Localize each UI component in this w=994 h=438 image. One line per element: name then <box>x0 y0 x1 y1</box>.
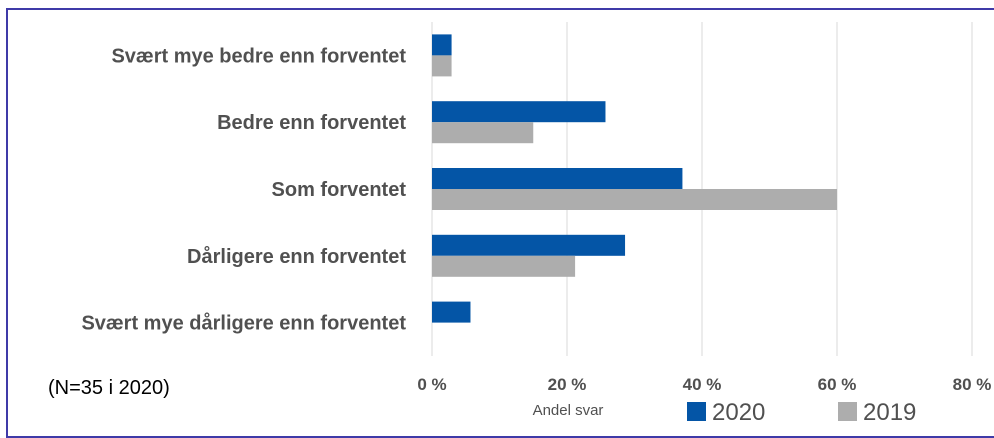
x-tick-label: 0 % <box>417 375 446 394</box>
x-tick-label: 60 % <box>818 375 857 394</box>
bar-2020 <box>432 101 606 123</box>
legend: 2020 2019 <box>687 399 916 426</box>
category-label: Svært mye bedre enn forventet <box>111 45 406 67</box>
bar-2019 <box>432 122 534 144</box>
category-label: Svært mye dårligere enn forventet <box>81 312 406 335</box>
bars <box>432 34 837 323</box>
bar-2019 <box>432 55 452 77</box>
bar-2020 <box>432 34 452 56</box>
x-tick-labels: 0 % 20 % 40 % 60 % 80 % <box>417 375 991 394</box>
x-tick-label: 20 % <box>548 375 587 394</box>
legend-swatch-2020 <box>687 402 706 421</box>
category-label: Bedre enn forventet <box>217 112 406 134</box>
category-label: Dårligere enn forventet <box>187 245 406 268</box>
x-tick-label: 40 % <box>683 375 722 394</box>
legend-swatch-2019 <box>838 402 857 421</box>
sample-size-note: (N=35 i 2020) <box>48 377 170 399</box>
bar-2020 <box>432 301 471 323</box>
bar-2019 <box>432 189 837 210</box>
category-labels: Svært mye bedre enn forventet Bedre enn f… <box>81 45 406 334</box>
bar-2020 <box>432 234 626 256</box>
category-label: Som forventet <box>272 179 407 201</box>
bar-2019 <box>432 255 576 277</box>
legend-label-2020: 2020 <box>712 399 765 426</box>
x-axis-title: Andel svar <box>533 402 604 419</box>
x-tick-label: 80 % <box>953 375 992 394</box>
legend-label-2019: 2019 <box>863 399 916 426</box>
bar-2020 <box>432 168 683 189</box>
